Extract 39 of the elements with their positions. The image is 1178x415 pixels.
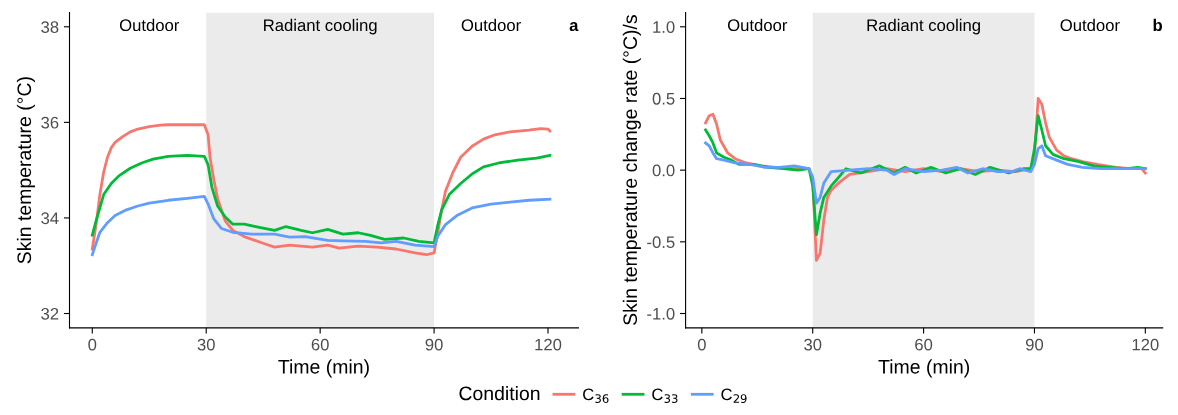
band-label: Radiant cooling xyxy=(264,18,377,35)
x-tick-label: 60 xyxy=(915,338,933,351)
y-tick-label: 1.0 xyxy=(653,21,675,33)
x-tick-label: 0 xyxy=(88,338,97,351)
line-series xyxy=(90,123,552,257)
x-tick-label: 120 xyxy=(535,338,562,351)
y-tick-label: 32 xyxy=(41,307,59,320)
annotation: Outdoor xyxy=(727,18,788,32)
band-label: Radiant cooling xyxy=(867,18,980,35)
x-tick-label: 60 xyxy=(311,338,329,351)
y-axis-title: Skin temperature change rate (°C)/s xyxy=(622,15,641,325)
x-tick-label: 90 xyxy=(1025,338,1044,351)
legend-label: C$_{29}$ xyxy=(721,388,747,403)
y-tick-label: 0.5 xyxy=(652,92,675,105)
y-axis-title: Skin temperature (°C) xyxy=(16,77,35,264)
annotation: Outdoor xyxy=(461,18,521,32)
x-axis-title: Time (min) xyxy=(278,359,369,378)
line-series xyxy=(704,141,1147,205)
x-tick-label: 120 xyxy=(1132,338,1159,351)
x-tick-label: 30 xyxy=(197,338,215,351)
legend-title: Condition xyxy=(459,386,540,401)
y-tick-label: 38 xyxy=(41,21,59,33)
y-tick-label: -1.0 xyxy=(647,307,675,320)
y-tick-label: 0.0 xyxy=(652,164,675,177)
x-tick-label: 90 xyxy=(425,338,443,351)
legend-label: C$_{36}$ xyxy=(583,388,609,403)
annotation: Outdoor xyxy=(1060,18,1120,32)
x-tick-label: 0 xyxy=(697,338,706,351)
x-tick-label: 30 xyxy=(804,338,822,351)
annotation: a xyxy=(569,21,579,32)
legend-label: C$_{33}$ xyxy=(652,388,678,403)
y-tick-label: 34 xyxy=(41,212,59,225)
annotation: b xyxy=(1153,18,1162,32)
line-series xyxy=(90,195,552,257)
y-tick-label: -0.5 xyxy=(647,236,675,249)
x-axis-title: Time (min) xyxy=(878,359,970,378)
line-series xyxy=(90,153,552,245)
y-tick-label: 36 xyxy=(41,116,59,129)
annotation: Outdoor xyxy=(119,18,180,32)
